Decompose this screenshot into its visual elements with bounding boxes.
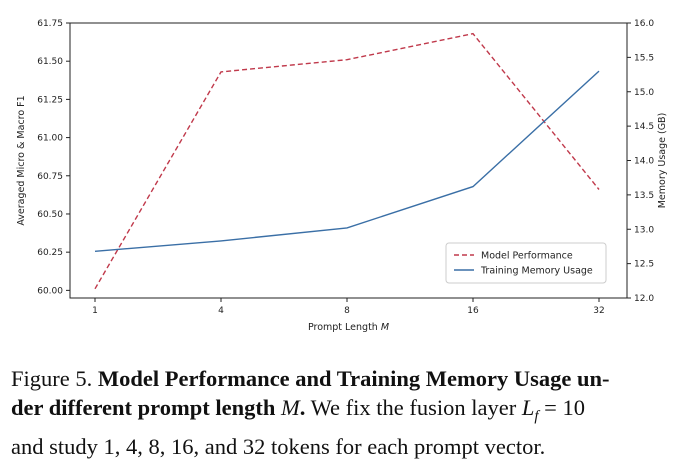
right-tick-label: 15.0: [634, 88, 654, 98]
left-tick-label: 61.00: [37, 134, 63, 144]
left-y-axis-label: Averaged Micro & Macro F1: [16, 95, 27, 225]
x-axis-label-text: Prompt Length: [308, 322, 378, 333]
x-axis-ticks: 1 4 8 16 32: [92, 298, 605, 316]
left-tick-label: 61.50: [37, 57, 63, 67]
legend: Model Performance Training Memory Usage: [445, 242, 607, 284]
x-axis-label: Prompt Length M: [308, 322, 389, 333]
series-line-model-performance: [94, 32, 600, 290]
caption-var-sub: f: [534, 408, 539, 425]
x-tick-label: 1: [92, 306, 98, 316]
left-tick-label: 61.25: [37, 95, 63, 105]
x-tick-label: 4: [218, 306, 224, 316]
series-layer: [94, 32, 600, 290]
right-tick-label: 12.5: [634, 260, 654, 270]
right-tick-label: 16.0: [634, 19, 654, 29]
right-tick-label: 15.5: [634, 53, 654, 63]
left-tick-label: 61.75: [37, 19, 63, 29]
caption-equals: = 10: [544, 395, 585, 420]
x-tick-label: 16: [467, 306, 479, 316]
left-tick-label: 60.75: [37, 172, 63, 182]
left-tick-label: 60.50: [37, 210, 63, 220]
x-tick-label: 8: [344, 306, 350, 316]
legend-label-training-memory-usage: Training Memory Usage: [480, 266, 593, 277]
right-tick-label: 14.0: [634, 157, 654, 167]
caption-text-1: We fix the fusion layer: [310, 395, 517, 420]
left-tick-label: 60.00: [37, 286, 63, 296]
series-line-training-memory-usage: [94, 70, 600, 252]
legend-label-model-performance: Model Performance: [481, 251, 573, 262]
right-tick-label: 13.0: [634, 225, 654, 235]
right-tick-label: 14.5: [634, 122, 654, 132]
right-y-axis-ticks: 12.0 12.5 13.0 13.5 14.0 14.5 15.0 15.5 16.0: [627, 19, 654, 304]
caption-title-line-2: der different prompt length: [11, 395, 276, 420]
figure-caption: Figure 5. Model Performance and Training…: [11, 364, 683, 461]
right-tick-label: 13.5: [634, 191, 654, 201]
caption-label: Figure 5.: [11, 366, 93, 391]
legend-box: [445, 242, 607, 284]
x-tick-label: 32: [593, 306, 604, 316]
left-tick-label: 60.25: [37, 248, 63, 258]
caption-title-line-1: Model Performance and Training Memory Us…: [97, 366, 610, 391]
caption-text-2: and study 1, 4, 8, 16, and 32 tokens for…: [11, 433, 546, 459]
caption-var-l: L: [521, 395, 535, 420]
right-tick-label: 12.0: [634, 294, 654, 304]
caption-title-dot: .: [299, 395, 306, 420]
caption-title-var: M: [281, 395, 300, 420]
x-axis-label-var: M: [381, 322, 389, 333]
dual-axis-line-chart: 60.00 60.25 60.50 60.75 61.00 61.25 61.50 61.75…: [16, 19, 668, 333]
left-y-axis-ticks: 60.00 60.25 60.50 60.75 61.00 61.25 61.50 61.75: [37, 19, 70, 296]
right-y-axis-label: Memory Usage (GB): [657, 113, 668, 209]
